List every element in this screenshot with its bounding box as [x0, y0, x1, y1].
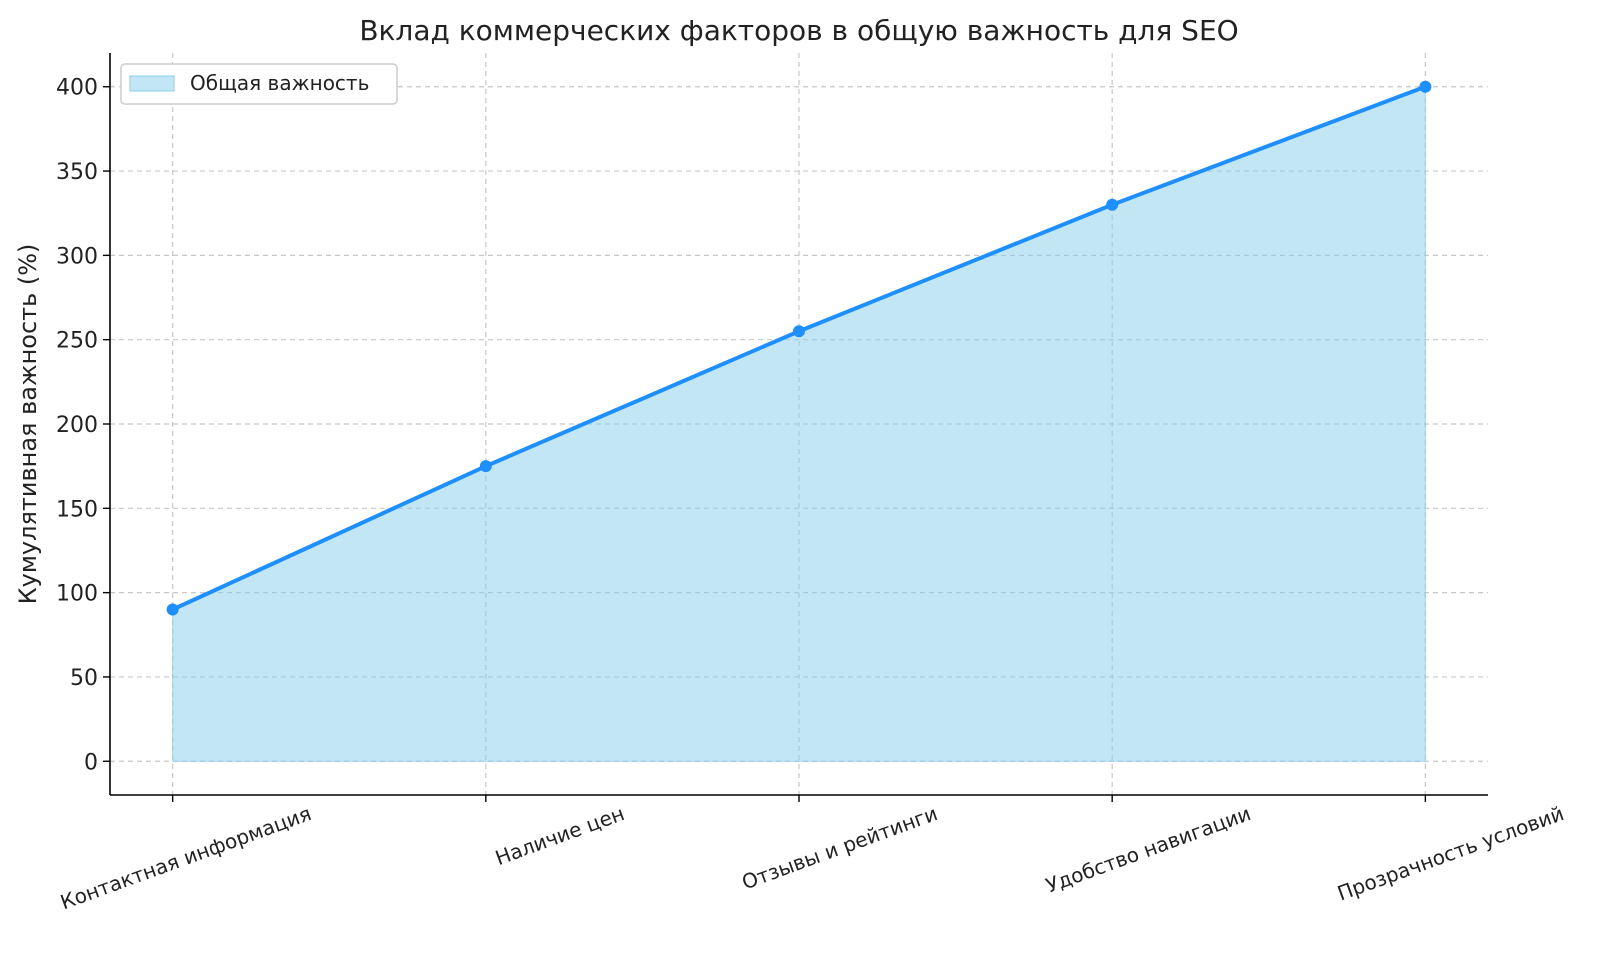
- x-tick-label: Наличие цен: [492, 801, 628, 870]
- legend-label: Общая важность: [190, 71, 369, 95]
- y-tick-label: 350: [56, 160, 98, 185]
- area-fill: [172, 86, 1426, 762]
- x-tick-label: Прозрачность условий: [1334, 801, 1567, 905]
- y-tick-label: 200: [56, 413, 98, 438]
- y-tick-label: 300: [56, 244, 98, 269]
- data-point: [1106, 198, 1119, 211]
- data-point: [166, 603, 179, 616]
- y-axis-label: Кумулятивная важность (%): [14, 244, 42, 605]
- data-point: [1419, 80, 1432, 93]
- y-tick-label: 400: [56, 76, 98, 101]
- legend-frame: [120, 63, 398, 105]
- legend-swatch: [129, 75, 175, 92]
- data-point: [479, 460, 492, 473]
- y-tick-label: 0: [84, 750, 98, 775]
- y-tick-label: 150: [56, 497, 98, 522]
- x-tick-label: Контактная информация: [57, 801, 314, 914]
- y-tick-label: 50: [70, 666, 98, 691]
- plot-area: [166, 80, 1432, 762]
- data-point: [793, 325, 805, 338]
- legend: Общая важность: [120, 63, 398, 105]
- x-tick-label: Отзывы и рейтинги: [739, 801, 941, 894]
- y-tick-label: 100: [56, 582, 98, 607]
- y-tick-label: 250: [56, 329, 98, 354]
- x-tick-label: Удобство навигации: [1043, 801, 1254, 897]
- chart-title: Вклад коммерческих факторов в общую важн…: [359, 14, 1238, 47]
